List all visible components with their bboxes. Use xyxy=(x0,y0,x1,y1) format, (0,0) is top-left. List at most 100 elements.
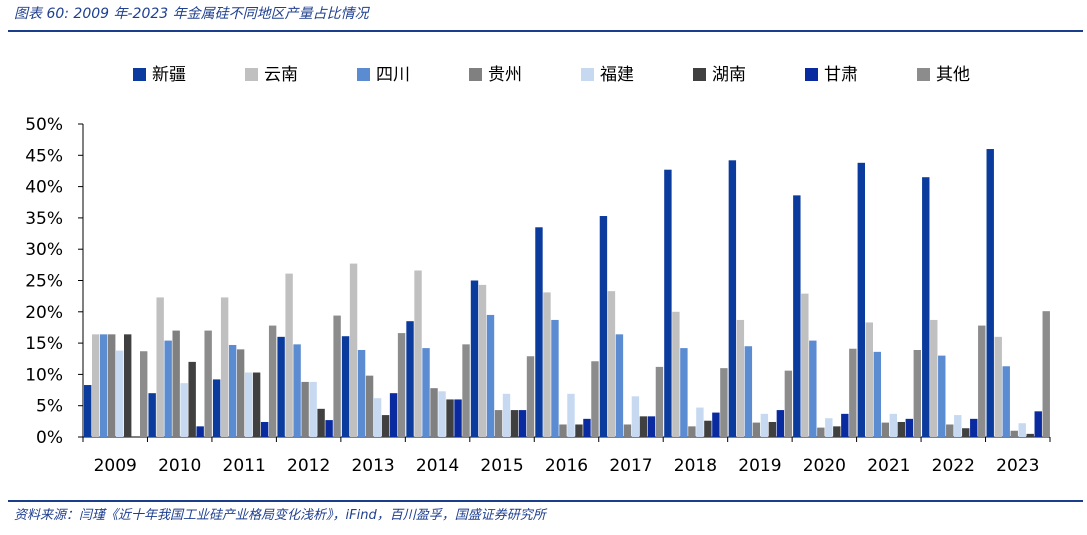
bar-2012-series-0 xyxy=(277,336,285,437)
bar-2014-series-7 xyxy=(462,344,470,437)
bar-2020-series-7 xyxy=(849,348,857,437)
legend-swatch-1 xyxy=(245,68,258,81)
bar-2022-series-7 xyxy=(978,325,986,437)
bar-2014-series-6 xyxy=(454,399,462,437)
bar-2016-series-4 xyxy=(567,393,575,437)
bar-2014-series-3 xyxy=(430,388,438,437)
x-tick-label: 2014 xyxy=(416,456,459,476)
bar-2017-series-0 xyxy=(599,216,608,437)
legend-label-0: 新疆 xyxy=(152,65,186,85)
legend-swatch-4 xyxy=(581,68,594,81)
bar-2017-series-3 xyxy=(623,424,632,437)
bar-2019-series-6 xyxy=(776,410,785,437)
bar-2010-series-1 xyxy=(156,297,164,437)
x-tick-label: 2012 xyxy=(287,456,330,476)
x-tick-label: 2013 xyxy=(351,456,394,476)
bar-2015-series-2 xyxy=(486,314,495,437)
y-tick-label: 25% xyxy=(25,272,63,292)
bar-2010-series-5 xyxy=(188,361,196,437)
bar-2020-series-6 xyxy=(841,413,849,437)
bar-2011-series-0 xyxy=(212,379,221,437)
y-tick-label: 50% xyxy=(25,115,63,135)
bar-2019-series-1 xyxy=(736,319,745,437)
y-tick-label: 5% xyxy=(36,397,63,417)
bar-2011-series-2 xyxy=(228,344,237,437)
y-tick-label: 0% xyxy=(36,428,63,448)
legend-label-2: 四川 xyxy=(376,65,410,85)
bar-2013-series-5 xyxy=(381,415,390,437)
bar-2011-series-7 xyxy=(268,325,277,437)
bar-2019-series-5 xyxy=(768,421,777,437)
bar-2012-series-6 xyxy=(325,420,333,437)
bar-2023-series-7 xyxy=(1042,311,1050,437)
y-tick-label: 30% xyxy=(25,240,63,260)
source-note: 资料来源：闫瑾《近十年我国工业硅产业格局变化浅析》，iFind，百川盈孚，国盛证… xyxy=(14,508,546,523)
bar-2022-series-0 xyxy=(922,177,930,437)
bar-2022-series-1 xyxy=(930,319,938,437)
y-tick-label: 40% xyxy=(25,178,63,198)
x-tick-label: 2011 xyxy=(223,456,266,476)
bar-2010-series-7 xyxy=(204,330,212,437)
bar-2010-series-3 xyxy=(172,330,180,437)
legend-label-5: 湖南 xyxy=(712,65,746,85)
legend-label-6: 甘肃 xyxy=(824,65,858,85)
bar-2015-series-5 xyxy=(510,410,519,437)
bar-2009-series-4 xyxy=(116,350,124,437)
bar-2015-series-0 xyxy=(470,280,479,437)
x-tick-label: 2015 xyxy=(480,456,523,476)
bar-2014-series-2 xyxy=(422,348,430,437)
legend-swatch-2 xyxy=(357,68,370,81)
bar-2014-series-4 xyxy=(438,391,446,437)
y-tick-label: 35% xyxy=(25,209,63,229)
bar-2021-series-2 xyxy=(873,351,881,437)
bar-2009-series-1 xyxy=(92,334,100,437)
bar-2017-series-1 xyxy=(607,291,616,437)
bar-2017-series-7 xyxy=(655,366,664,437)
bar-2013-series-1 xyxy=(349,263,358,437)
bar-2017-series-2 xyxy=(615,334,624,437)
bar-2018-series-6 xyxy=(712,412,720,437)
bar-2016-series-1 xyxy=(543,292,551,437)
bar-2021-series-7 xyxy=(913,349,921,437)
bar-2016-series-7 xyxy=(591,361,599,437)
bar-2020-series-5 xyxy=(833,426,841,437)
bar-2009-series-2 xyxy=(100,334,108,437)
bar-2018-series-2 xyxy=(680,348,688,437)
bar-2023-series-3 xyxy=(1010,430,1018,437)
bar-2014-series-1 xyxy=(414,270,422,437)
bar-2010-series-4 xyxy=(180,383,188,437)
bar-2015-series-7 xyxy=(526,356,535,437)
bar-2021-series-6 xyxy=(905,418,913,437)
bar-2016-series-5 xyxy=(575,424,583,437)
bar-2020-series-2 xyxy=(809,340,817,437)
bar-2019-series-2 xyxy=(744,346,753,437)
bar-2013-series-0 xyxy=(341,336,350,437)
legend-swatch-6 xyxy=(805,68,818,81)
bar-2012-series-5 xyxy=(317,408,325,437)
x-tick-label: 2023 xyxy=(996,456,1039,476)
bar-2011-series-4 xyxy=(244,372,253,437)
bar-2021-series-1 xyxy=(865,322,873,437)
bar-2016-series-3 xyxy=(559,424,567,437)
bar-2011-series-3 xyxy=(236,349,245,437)
bar-2023-series-0 xyxy=(986,149,994,438)
bar-2009-series-5 xyxy=(124,334,132,437)
legend-swatch-7 xyxy=(917,68,930,81)
y-tick-label: 20% xyxy=(25,303,63,323)
legend-label-7: 其他 xyxy=(936,65,970,85)
bar-2017-series-6 xyxy=(647,416,656,437)
x-tick-label: 2020 xyxy=(803,456,846,476)
bar-2015-series-3 xyxy=(494,410,503,437)
legend-swatch-3 xyxy=(469,68,482,81)
bar-2013-series-7 xyxy=(397,333,406,437)
x-tick-label: 2010 xyxy=(158,456,201,476)
legend-label-4: 福建 xyxy=(600,65,634,85)
bar-2013-series-4 xyxy=(373,398,382,437)
bar-2012-series-7 xyxy=(333,315,341,437)
bar-2009-series-7 xyxy=(140,351,148,437)
bar-2017-series-5 xyxy=(639,416,648,437)
bar-2021-series-4 xyxy=(889,413,897,437)
bar-2010-series-2 xyxy=(164,340,172,437)
bar-2011-series-5 xyxy=(252,372,261,437)
y-tick-label: 15% xyxy=(25,334,63,354)
